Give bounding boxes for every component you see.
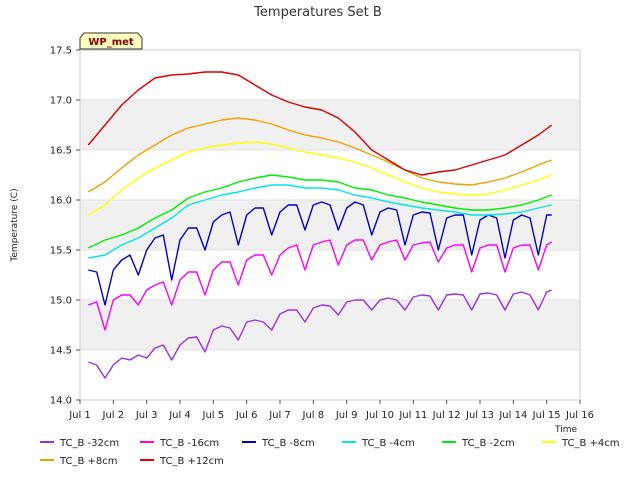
y-tick-label: 14.5 [50, 346, 72, 357]
x-tick-label: Jul 2 [102, 410, 125, 421]
wp-met-badge: WP_met [79, 32, 143, 50]
legend-label: TC_B -8cm [261, 438, 315, 449]
y-tick-label: 14.0 [50, 396, 72, 407]
x-tick-label: Jul 10 [365, 410, 394, 421]
legend-label: TC_B +8cm [59, 456, 118, 467]
badge-shape [79, 32, 143, 50]
series-line-tc-b-4cm [88, 184, 552, 259]
badge-label: WP_met [88, 37, 134, 48]
y-tick-label: 15.0 [50, 296, 72, 307]
series-line-tc-b-4cm [87, 141, 552, 216]
legend-label: TC_B -32cm [59, 438, 119, 449]
legend-label: TC_B -16cm [159, 438, 219, 449]
x-tick-label: Jul 6 [235, 410, 258, 421]
y-tick-label: 15.5 [50, 246, 72, 257]
grid-band [80, 300, 580, 350]
x-tick-label: Jul 4 [168, 410, 191, 421]
legend-label: TC_B -4cm [361, 438, 415, 449]
x-axis-label: Time [554, 425, 577, 435]
x-tick-label: Jul 11 [398, 410, 427, 421]
x-tick-label: Jul 9 [335, 410, 358, 421]
x-tick-label: Jul 13 [465, 410, 494, 421]
y-tick-label: 16.0 [50, 196, 72, 207]
series-layer [87, 71, 553, 379]
x-tick-label: Jul 3 [135, 410, 158, 421]
legend-label: TC_B +12cm [159, 456, 224, 467]
chart-title: Temperatures Set B [253, 5, 382, 20]
y-axis-label: Temperature (C) [10, 188, 20, 262]
legend-label: TC_B -2cm [461, 438, 515, 449]
series-line-tc-b-32cm [88, 289, 552, 379]
x-tick-label: Jul 1 [68, 410, 91, 421]
series-line-tc-b-8cm [88, 201, 552, 306]
y-tick-label: 16.5 [50, 146, 72, 157]
grid-band [80, 100, 580, 150]
y-tick-label: 17.0 [50, 96, 72, 107]
x-tick-label: Jul 12 [432, 410, 461, 421]
series-line-tc-b-12cm [87, 71, 553, 176]
x-tick-label: Jul 8 [302, 410, 325, 421]
legend-label: TC_B +4cm [561, 438, 620, 449]
x-tick-label: Jul 7 [268, 410, 291, 421]
x-tick-label: Jul 16 [565, 410, 594, 421]
x-tick-label: Jul 14 [498, 410, 527, 421]
series-line-tc-b-16cm [88, 239, 553, 331]
x-tick-label: Jul 5 [202, 410, 225, 421]
axis-ticks: 14.0 14.5 15.0 15.5 16.0 16.5 17.0 17.5 Jul 1 Jul… [50, 46, 594, 422]
series-line-tc-b-2cm [87, 174, 552, 249]
series-line-tc-b-8cm [87, 117, 552, 193]
x-tick-label: Jul 15 [532, 410, 561, 421]
plot-area [79, 49, 581, 401]
legend: TC_B -32cm TC_B -16cm TC_B -8cm TC_B -4cm TC… [40, 438, 620, 467]
y-tick-label: 17.5 [50, 46, 72, 57]
